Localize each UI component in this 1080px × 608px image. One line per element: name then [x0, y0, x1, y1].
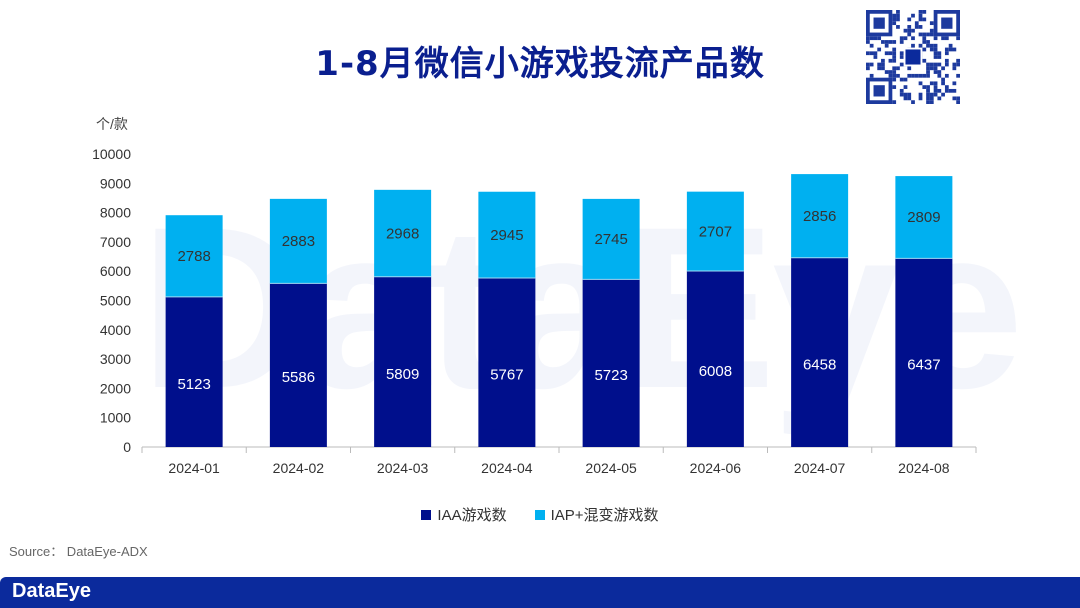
data-label: 2745 [594, 231, 627, 248]
y-axis-unit: 个/款 [96, 116, 128, 132]
y-tick-label: 8000 [100, 205, 131, 221]
x-tick-label: 2024-08 [898, 460, 950, 476]
data-label: 5586 [282, 369, 315, 386]
x-tick-label: 2024-07 [794, 460, 846, 476]
legend-label: IAA游戏数 [437, 507, 507, 524]
x-tick-label: 2024-03 [377, 460, 429, 476]
bar-iap [686, 191, 744, 271]
data-label: 5123 [177, 376, 210, 393]
footer-logo: DataEye [12, 580, 91, 602]
y-tick-label: 10000 [92, 146, 131, 162]
data-label: 2945 [490, 227, 523, 244]
legend: IAA游戏数 IAP+混变游戏数 [0, 504, 1080, 525]
qr-code [866, 10, 960, 104]
legend-swatch [534, 509, 545, 520]
bar-iap [895, 176, 953, 259]
y-tick-label: 6000 [100, 263, 131, 279]
y-tick-label: 4000 [100, 322, 131, 338]
data-label: 2707 [699, 223, 732, 240]
bar-iaa [374, 276, 432, 447]
x-tick-label: 2024-06 [690, 460, 742, 476]
footer-bar: DataEye [0, 577, 1080, 608]
bar-iaa [478, 278, 536, 447]
legend-item-iaa: IAA游戏数 [421, 504, 507, 525]
y-tick-label: 7000 [100, 234, 131, 250]
bar-iap [374, 189, 432, 277]
x-tick-label: 2024-04 [481, 460, 533, 476]
x-tick-label: 2024-05 [585, 460, 637, 476]
data-label: 5809 [386, 366, 419, 383]
data-label: 5767 [490, 367, 523, 384]
bar-iaa [269, 283, 327, 447]
bar-iap [478, 191, 536, 279]
x-tick-label: 2024-02 [273, 460, 325, 476]
bar-iaa [791, 257, 849, 447]
y-tick-label: 9000 [100, 175, 131, 191]
y-tick-label: 0 [123, 439, 131, 455]
legend-item-iap: IAP+混变游戏数 [534, 504, 659, 525]
data-label: 2883 [282, 233, 315, 250]
data-label: 5723 [594, 367, 627, 384]
page-title: 1-8月微信小游戏投流产品数 [315, 44, 765, 84]
legend-swatch [421, 509, 432, 520]
data-label: 2788 [177, 248, 210, 265]
y-tick-label: 5000 [100, 293, 131, 309]
source-note: Source： DataEye-ADX [9, 544, 148, 559]
bar-iaa [165, 296, 223, 447]
bar-iap [165, 215, 223, 297]
data-label: 6008 [699, 363, 732, 380]
bar-iap [791, 174, 849, 258]
bar-iaa [686, 270, 744, 447]
data-label: 2809 [907, 209, 940, 226]
bar-iaa [582, 279, 640, 447]
data-label: 2968 [386, 225, 419, 242]
data-label: 2856 [803, 208, 836, 225]
x-tick-label: 2024-01 [168, 460, 220, 476]
bar-iap [269, 198, 327, 284]
data-label: 6437 [907, 357, 940, 374]
bar-iaa [895, 258, 953, 447]
y-tick-label: 1000 [100, 410, 131, 426]
y-tick-label: 3000 [100, 351, 131, 367]
bar-iap [582, 198, 640, 280]
y-tick-label: 2000 [100, 380, 131, 396]
stacked-bar-chart: 0 1000 2000 3000 4000 5000 6000 7000 8000 9000 100… [92, 146, 977, 476]
legend-label: IAP+混变游戏数 [550, 507, 659, 524]
data-label: 6458 [803, 356, 836, 373]
